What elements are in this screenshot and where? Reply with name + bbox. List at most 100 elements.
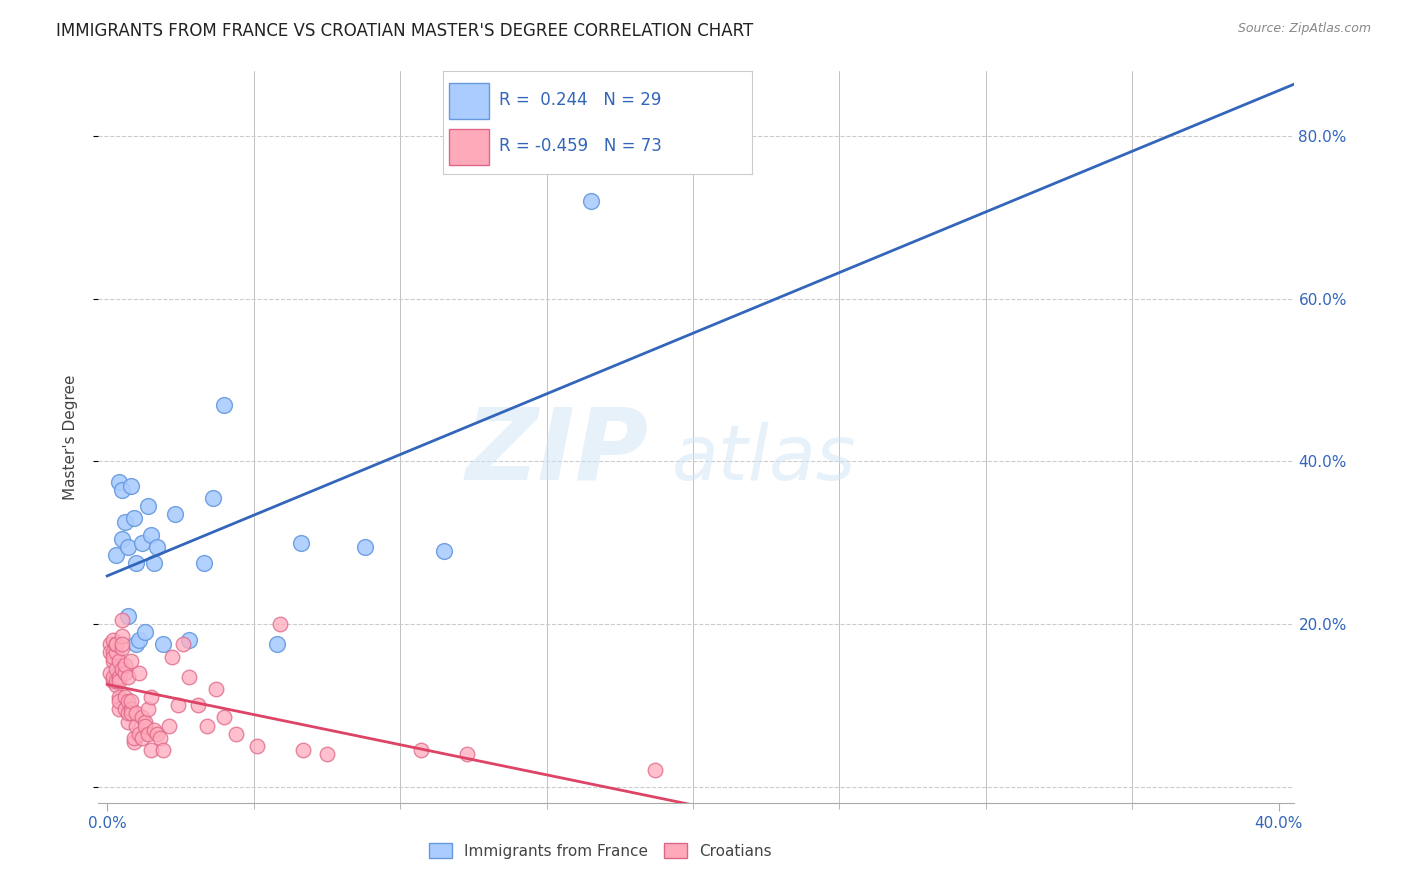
- Point: [131, 535, 153, 549]
- Point: [108, 673, 131, 688]
- Legend: Immigrants from France, Croatians: Immigrants from France, Croatians: [423, 837, 778, 864]
- Text: atlas: atlas: [672, 422, 856, 496]
- Point: [315, 747, 337, 761]
- Point: [105, 662, 127, 676]
- Point: [166, 698, 188, 713]
- Text: ZIP: ZIP: [465, 403, 648, 500]
- Point: [141, 527, 163, 541]
- Point: [105, 673, 127, 688]
- Point: [433, 544, 456, 558]
- Point: [117, 714, 139, 729]
- Point: [128, 665, 150, 680]
- Point: [120, 702, 142, 716]
- Y-axis label: Master's Degree: Master's Degree: [63, 375, 77, 500]
- Point: [269, 617, 291, 632]
- Point: [134, 714, 156, 729]
- Point: [108, 694, 131, 708]
- Point: [246, 739, 269, 753]
- Point: [193, 556, 215, 570]
- Point: [105, 645, 127, 659]
- Text: R = -0.459   N = 73: R = -0.459 N = 73: [499, 137, 661, 155]
- Point: [117, 706, 139, 721]
- Point: [201, 491, 224, 505]
- Point: [644, 764, 666, 778]
- Point: [125, 556, 148, 570]
- Point: [149, 731, 172, 745]
- Point: [122, 511, 145, 525]
- Point: [152, 743, 174, 757]
- Point: [290, 535, 312, 549]
- Point: [111, 637, 134, 651]
- Point: [122, 731, 145, 745]
- Point: [111, 641, 134, 656]
- Point: [136, 499, 159, 513]
- Point: [146, 727, 169, 741]
- Text: IMMIGRANTS FROM FRANCE VS CROATIAN MASTER'S DEGREE CORRELATION CHART: IMMIGRANTS FROM FRANCE VS CROATIAN MASTE…: [56, 22, 754, 40]
- Point: [131, 710, 153, 724]
- Point: [292, 743, 315, 757]
- Point: [146, 540, 169, 554]
- Point: [98, 645, 121, 659]
- Point: [141, 690, 163, 705]
- Point: [105, 637, 127, 651]
- Point: [179, 633, 201, 648]
- Point: [187, 698, 209, 713]
- Point: [225, 727, 247, 741]
- Point: [101, 645, 124, 659]
- Point: [136, 727, 159, 741]
- Point: [98, 637, 121, 651]
- Point: [114, 702, 136, 716]
- Text: R =  0.244   N = 29: R = 0.244 N = 29: [499, 91, 661, 109]
- Text: Source: ZipAtlas.com: Source: ZipAtlas.com: [1237, 22, 1371, 36]
- Point: [101, 670, 124, 684]
- Point: [108, 702, 131, 716]
- Point: [125, 706, 148, 721]
- Point: [111, 483, 134, 497]
- Point: [157, 718, 180, 732]
- FancyBboxPatch shape: [449, 128, 489, 165]
- Point: [105, 637, 127, 651]
- Point: [195, 718, 218, 732]
- Point: [143, 723, 166, 737]
- Point: [101, 673, 124, 688]
- Point: [117, 540, 139, 554]
- Point: [101, 649, 124, 664]
- FancyBboxPatch shape: [449, 83, 489, 119]
- Point: [579, 194, 602, 209]
- Point: [108, 475, 131, 489]
- Point: [114, 690, 136, 705]
- Point: [131, 731, 153, 745]
- Point: [108, 690, 131, 705]
- Point: [214, 710, 236, 724]
- Point: [179, 670, 201, 684]
- Point: [101, 654, 124, 668]
- Point: [128, 633, 150, 648]
- Point: [105, 548, 127, 562]
- Point: [172, 637, 194, 651]
- Point: [111, 662, 134, 676]
- Point: [134, 625, 156, 640]
- Point: [111, 629, 134, 643]
- Point: [122, 735, 145, 749]
- Point: [160, 649, 183, 664]
- Point: [120, 654, 142, 668]
- Point: [114, 665, 136, 680]
- Point: [114, 657, 136, 672]
- Point: [117, 670, 139, 684]
- Point: [105, 678, 127, 692]
- Point: [111, 613, 134, 627]
- Point: [409, 743, 432, 757]
- Point: [120, 694, 142, 708]
- Point: [98, 665, 121, 680]
- Point: [163, 508, 186, 522]
- Point: [354, 540, 377, 554]
- Point: [111, 532, 134, 546]
- Point: [101, 633, 124, 648]
- Point: [120, 706, 142, 721]
- Point: [125, 637, 148, 651]
- Point: [108, 670, 131, 684]
- Point: [204, 681, 226, 696]
- Point: [125, 718, 148, 732]
- Point: [108, 654, 131, 668]
- Point: [117, 608, 139, 623]
